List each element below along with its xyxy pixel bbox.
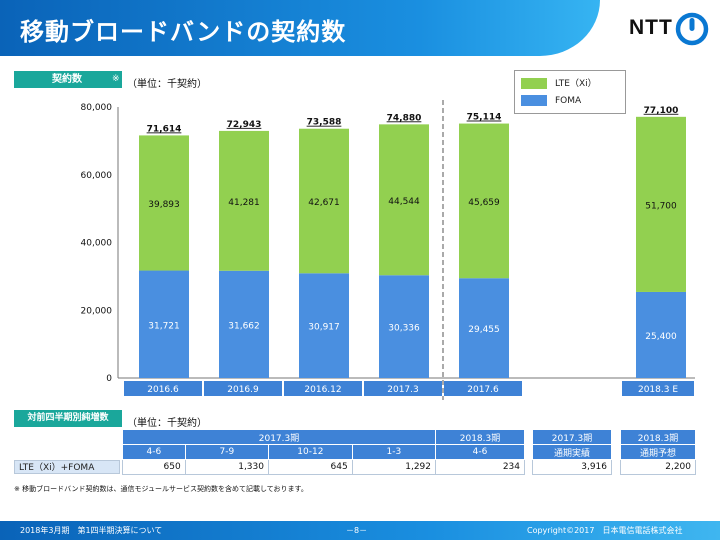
legend-label-foma: FOMA [555, 96, 582, 106]
table-group-header-2017: 2017.3期 [122, 429, 436, 445]
bar-lte [459, 123, 509, 279]
legend-swatch-foma [521, 95, 547, 106]
x-axis-label: 2016.6 [147, 385, 179, 395]
x-axis-label-bg [444, 381, 522, 396]
page-title: 移動ブロードバンドの契約数 [20, 18, 347, 46]
data-label-foma: 25,400 [645, 332, 677, 342]
table-quarter-header: 7-9 [184, 444, 269, 460]
legend-label-lte: LTE（Xi） [555, 79, 597, 89]
table-quarter-header: 4-6 [435, 444, 525, 460]
y-tick-label: 0 [106, 374, 112, 384]
ntt-logo-icon [675, 12, 709, 46]
result-value: 3,916 [532, 459, 612, 475]
table-row-label: LTE（Xi）+FOMA [14, 460, 120, 474]
data-label-foma: 31,721 [148, 321, 180, 331]
total-label: 71,614 [147, 124, 182, 134]
x-axis-label-bg [364, 381, 442, 396]
forecast-header-period: 2018.3期 [620, 429, 696, 445]
unit-label-net-adds: （単位：千契約） [127, 418, 207, 429]
x-axis-labels: 2016.6 2016.9 2016.12 2017.3 2017.6 2018.3 E [124, 381, 694, 396]
table-cell: 1,330 [184, 459, 269, 475]
y-tick-labels: 0 20,000 40,000 60,000 80,000 [81, 103, 113, 384]
data-label-foma: 31,662 [228, 321, 260, 331]
stacked-bar-chart: 0 20,000 40,000 60,000 80,000 31,721 39,893 71… [81, 100, 695, 400]
plot-area: 0 20,000 40,000 60,000 80,000 31,721 39,893 71… [81, 100, 695, 400]
data-label-lte: 41,281 [228, 198, 260, 208]
y-tick-label: 40,000 [81, 239, 113, 249]
table-quarter-header: 10-12 [267, 444, 353, 460]
data-label-lte: 39,893 [148, 200, 180, 210]
x-axis-label: 2018.3 E [638, 385, 678, 395]
bar-foma [299, 273, 349, 378]
legend-item-lte: LTE（Xi） [521, 77, 597, 91]
ntt-logo-text: NTT [629, 16, 673, 39]
data-label-foma: 30,336 [388, 324, 420, 334]
data-label-foma: 29,455 [468, 325, 500, 335]
total-label: 72,943 [227, 120, 262, 130]
x-axis-label: 2016.9 [227, 385, 259, 395]
total-label: 74,880 [387, 113, 422, 123]
bar-lte [299, 128, 349, 274]
section-badge-contracts: 契約数 ※ [14, 71, 122, 88]
bar-foma [219, 270, 269, 378]
x-axis-label: 2016.12 [304, 385, 341, 395]
y-tick-label: 20,000 [81, 306, 113, 316]
total-label: 75,114 [467, 113, 502, 123]
result-header-period: 2017.3期 [532, 429, 612, 445]
table-cell: 650 [122, 459, 186, 475]
table-cell: 1,292 [351, 459, 437, 475]
legend: LTE（Xi） FOMA [514, 70, 626, 114]
header: 移動ブロードバンドの契約数 NTT [0, 0, 720, 60]
x-axis-label-bg [124, 381, 202, 396]
x-axis-label: 2017.6 [467, 385, 499, 395]
footer-left-text: 2018年3月期 第1四半期決算について [20, 526, 163, 535]
bar-lte [139, 135, 189, 271]
bar-foma [636, 291, 686, 378]
unit-label: （単位：千契約） [127, 79, 207, 90]
data-label-foma: 30,917 [308, 323, 340, 333]
total-label: 73,588 [307, 118, 342, 128]
bar-lte [219, 130, 269, 271]
data-label-lte: 42,671 [308, 198, 340, 208]
x-axis-label-bg [284, 381, 362, 396]
legend-swatch-lte [521, 78, 547, 89]
net-adds-table: 2017.3期 2018.3期 4-6 7-9 10-12 1-3 4-6 65… [122, 429, 525, 475]
total-label: 77,100 [644, 106, 679, 116]
footnote: ※ 移動ブロードバンド契約数は、通信モジュールサービス契約数を含めて記載しており… [14, 485, 308, 493]
x-axis-label-bg [622, 381, 694, 396]
legend-item-foma: FOMA [521, 94, 581, 108]
net-adds-result-table: 2017.3期 通期実績 3,916 [532, 429, 612, 475]
bars: 31,721 39,893 71,614 31,662 41,281 72,943 30,9… [139, 106, 686, 378]
bar-foma [139, 270, 189, 378]
y-tick-label: 60,000 [81, 171, 113, 181]
table-cell: 234 [435, 459, 525, 475]
section-badge-net-adds: 対前四半期別純増数 [14, 410, 122, 427]
forecast-header-type: 通期予想 [620, 444, 696, 460]
page-number: －8－ [346, 526, 368, 535]
net-adds-forecast-table: 2018.3期 通期予想 2,200 [620, 429, 696, 475]
data-label-lte: 45,659 [468, 198, 500, 208]
copyright: Copyright©2017 日本電信電話株式会社 [527, 526, 683, 535]
data-label-lte: 44,544 [388, 197, 420, 207]
bar-foma [459, 278, 509, 378]
table-cell: 645 [267, 459, 353, 475]
x-axis-label: 2017.3 [387, 385, 419, 395]
section-label: 契約数 [52, 74, 82, 85]
footer: 2018年3月期 第1四半期決算について －8－ Copyright©2017 … [0, 521, 720, 540]
bar-foma [379, 275, 429, 378]
result-header-type: 通期実績 [532, 444, 612, 460]
title-bar: 移動ブロードバンドの契約数 [0, 0, 600, 56]
section-note-mark: ※ [112, 74, 120, 84]
bar-lte [379, 124, 429, 276]
table-quarter-header: 4-6 [122, 444, 186, 460]
y-tick-label: 80,000 [81, 103, 113, 113]
forecast-value: 2,200 [620, 459, 696, 475]
table-quarter-header: 1-3 [351, 444, 437, 460]
x-axis-label-bg [204, 381, 282, 396]
data-label-lte: 51,700 [645, 201, 677, 211]
bar-lte [636, 116, 686, 292]
table-group-header-2018: 2018.3期 [435, 429, 525, 445]
